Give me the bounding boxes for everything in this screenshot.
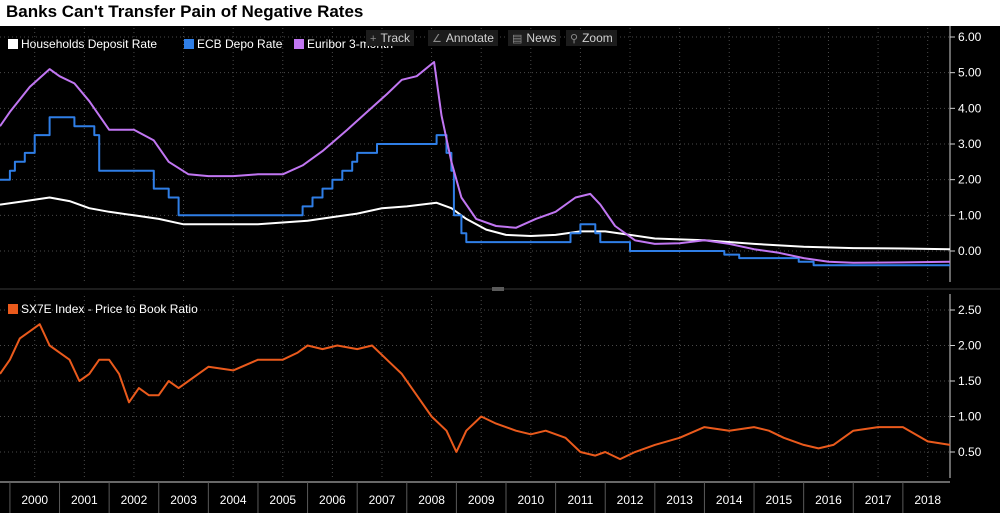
news-icon: ▤	[512, 33, 523, 45]
y-tick-label: 5.00	[958, 66, 982, 80]
pencil-icon: ∠	[432, 33, 442, 45]
y-tick-label: 2.00	[958, 173, 982, 187]
series-line-euribor-3-month[interactable]	[0, 61, 951, 264]
toolbar-label: News	[526, 31, 557, 45]
magnifier-icon: ⚲	[570, 33, 579, 45]
legend-households-deposit-rate[interactable]: Households Deposit Rate	[8, 37, 157, 51]
x-tick-label: 2002	[121, 493, 148, 507]
legend-swatch	[294, 39, 304, 49]
x-tick-label: 2001	[71, 493, 98, 507]
x-tick-label: 2008	[418, 493, 445, 507]
toolbar-label: Zoom	[582, 31, 613, 45]
chart-title: Banks Can't Transfer Pain of Negative Ra…	[6, 2, 364, 21]
legend-label: ECB Depo Rate	[197, 37, 283, 51]
y-tick-label: 2.50	[958, 303, 982, 317]
y-tick-label: 1.50	[958, 374, 982, 388]
x-tick-label: 2009	[468, 493, 495, 507]
x-tick-label: 2013	[666, 493, 693, 507]
x-tick-label: 2000	[21, 493, 48, 507]
x-tick-label: 2017	[865, 493, 892, 507]
y-tick-label: 1.00	[958, 208, 982, 222]
x-tick-label: 2011	[568, 493, 594, 507]
x-tick-label: 2004	[220, 493, 247, 507]
x-tick-label: 2016	[815, 493, 842, 507]
legend-swatch	[184, 39, 194, 49]
y-tick-label: 4.00	[958, 101, 982, 115]
x-tick-label: 2014	[716, 493, 743, 507]
x-tick-label: 2005	[269, 493, 296, 507]
x-tick-label: 2003	[170, 493, 197, 507]
series-line-households-deposit-rate[interactable]	[0, 196, 951, 251]
legend-ecb-depo-rate[interactable]: ECB Depo Rate	[184, 37, 282, 51]
legend-label: Households Deposit Rate	[21, 37, 158, 51]
x-tick-label: 2006	[319, 493, 346, 507]
chart-canvas[interactable]: 6.00 5.00 4.00 3.00 2.00 1.00 0.00 2.50 2.00 1.50…	[0, 26, 1000, 513]
x-tick-label: 2007	[369, 493, 396, 507]
legend-swatch	[8, 39, 18, 49]
y-tick-label: 2.00	[958, 339, 982, 353]
x-tick-label: 2018	[914, 493, 941, 507]
legend-swatch	[8, 304, 18, 314]
y-tick-label: 3.00	[958, 137, 982, 151]
x-tick-label: 2010	[517, 493, 544, 507]
chart-area[interactable]: 6.00 5.00 4.00 3.00 2.00 1.00 0.00 2.50 2.00 1.50…	[0, 26, 1000, 513]
y-tick-label: 6.00	[958, 30, 982, 44]
legend-sx7e-price-to-book[interactable]: SX7E Index - Price to Book Ratio	[8, 302, 198, 316]
toolbar-label: Track	[380, 31, 410, 45]
title-bar: Banks Can't Transfer Pain of Negative Ra…	[0, 0, 1000, 26]
toolbar-track-button[interactable]: + Track	[366, 30, 414, 46]
toolbar-news-button[interactable]: ▤ News	[508, 30, 561, 46]
y-tick-label: 0.00	[958, 244, 982, 258]
series-line-ecb-depo-rate[interactable]	[0, 116, 950, 267]
toolbar-label: Annotate	[445, 31, 494, 45]
y-tick-label: 0.50	[958, 445, 982, 459]
crosshair-icon: +	[370, 33, 377, 45]
legend-label: SX7E Index - Price to Book Ratio	[21, 302, 198, 316]
toolbar-zoom-button[interactable]: ⚲ Zoom	[566, 30, 617, 46]
toolbar-annotate-button[interactable]: ∠ Annotate	[428, 30, 498, 46]
x-tick-label: 2012	[617, 493, 644, 507]
y-tick-label: 1.00	[958, 410, 982, 424]
panel-resize-handle[interactable]	[492, 287, 504, 291]
series-line-sx7e-index-price-to-book-ratio[interactable]	[0, 323, 951, 461]
x-tick-label: 2015	[765, 493, 792, 507]
